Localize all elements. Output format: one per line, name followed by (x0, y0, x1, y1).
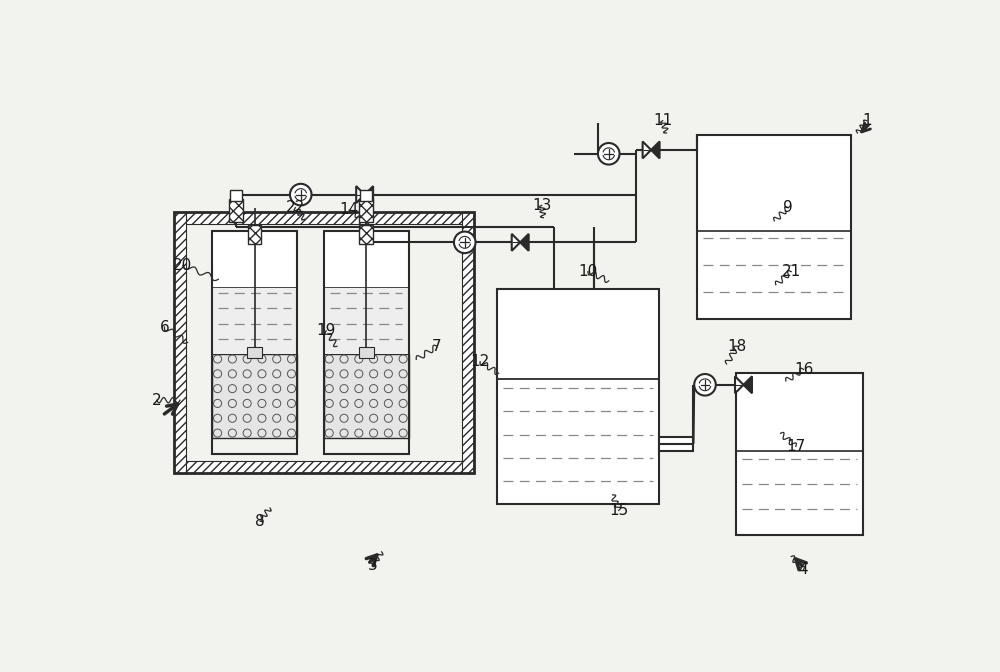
Bar (359, 199, 373, 222)
Bar (247, 347, 262, 358)
Bar (659, 437, 693, 451)
Bar (174, 212, 474, 473)
Bar (229, 199, 243, 222)
Text: 7: 7 (432, 339, 442, 353)
Polygon shape (643, 142, 651, 159)
Text: 22: 22 (286, 200, 305, 215)
Bar (324, 230, 409, 454)
Text: 10: 10 (578, 264, 598, 279)
Bar (174, 212, 186, 473)
Text: 16: 16 (794, 362, 813, 377)
Text: 18: 18 (728, 339, 747, 353)
Polygon shape (512, 234, 520, 251)
Bar (497, 288, 659, 504)
Circle shape (290, 184, 312, 206)
Text: 19: 19 (316, 323, 336, 339)
Text: 13: 13 (532, 198, 551, 213)
Bar (212, 353, 297, 438)
Text: 11: 11 (653, 113, 672, 128)
Polygon shape (735, 376, 744, 393)
Text: 4: 4 (799, 562, 808, 577)
Text: 12: 12 (471, 354, 490, 369)
Bar (174, 212, 474, 224)
Text: 2: 2 (152, 392, 162, 408)
Text: 15: 15 (609, 503, 628, 518)
Circle shape (454, 232, 476, 253)
Text: 9: 9 (783, 200, 793, 215)
Text: 14: 14 (340, 202, 359, 218)
Bar (358, 347, 374, 358)
Polygon shape (744, 376, 752, 393)
Polygon shape (651, 142, 660, 159)
Bar (697, 134, 851, 319)
Circle shape (694, 374, 716, 396)
Bar (212, 230, 297, 454)
Text: 21: 21 (782, 264, 801, 279)
Bar (359, 224, 373, 244)
Bar (324, 353, 409, 438)
Text: 17: 17 (786, 439, 805, 454)
Polygon shape (520, 234, 529, 251)
Text: 3: 3 (367, 558, 377, 573)
Bar (212, 230, 297, 287)
Bar (462, 212, 474, 473)
Text: 1: 1 (862, 113, 872, 128)
Bar (324, 287, 409, 353)
Text: 8: 8 (255, 513, 265, 529)
Polygon shape (365, 186, 373, 203)
Bar (324, 230, 409, 287)
Bar (736, 373, 863, 535)
Bar (230, 190, 242, 201)
Text: 6: 6 (160, 320, 169, 335)
Text: 20: 20 (173, 258, 193, 273)
Bar (174, 461, 474, 473)
Circle shape (598, 143, 620, 165)
Bar (360, 190, 372, 201)
Bar (248, 224, 261, 244)
Polygon shape (356, 186, 365, 203)
Bar (212, 287, 297, 353)
